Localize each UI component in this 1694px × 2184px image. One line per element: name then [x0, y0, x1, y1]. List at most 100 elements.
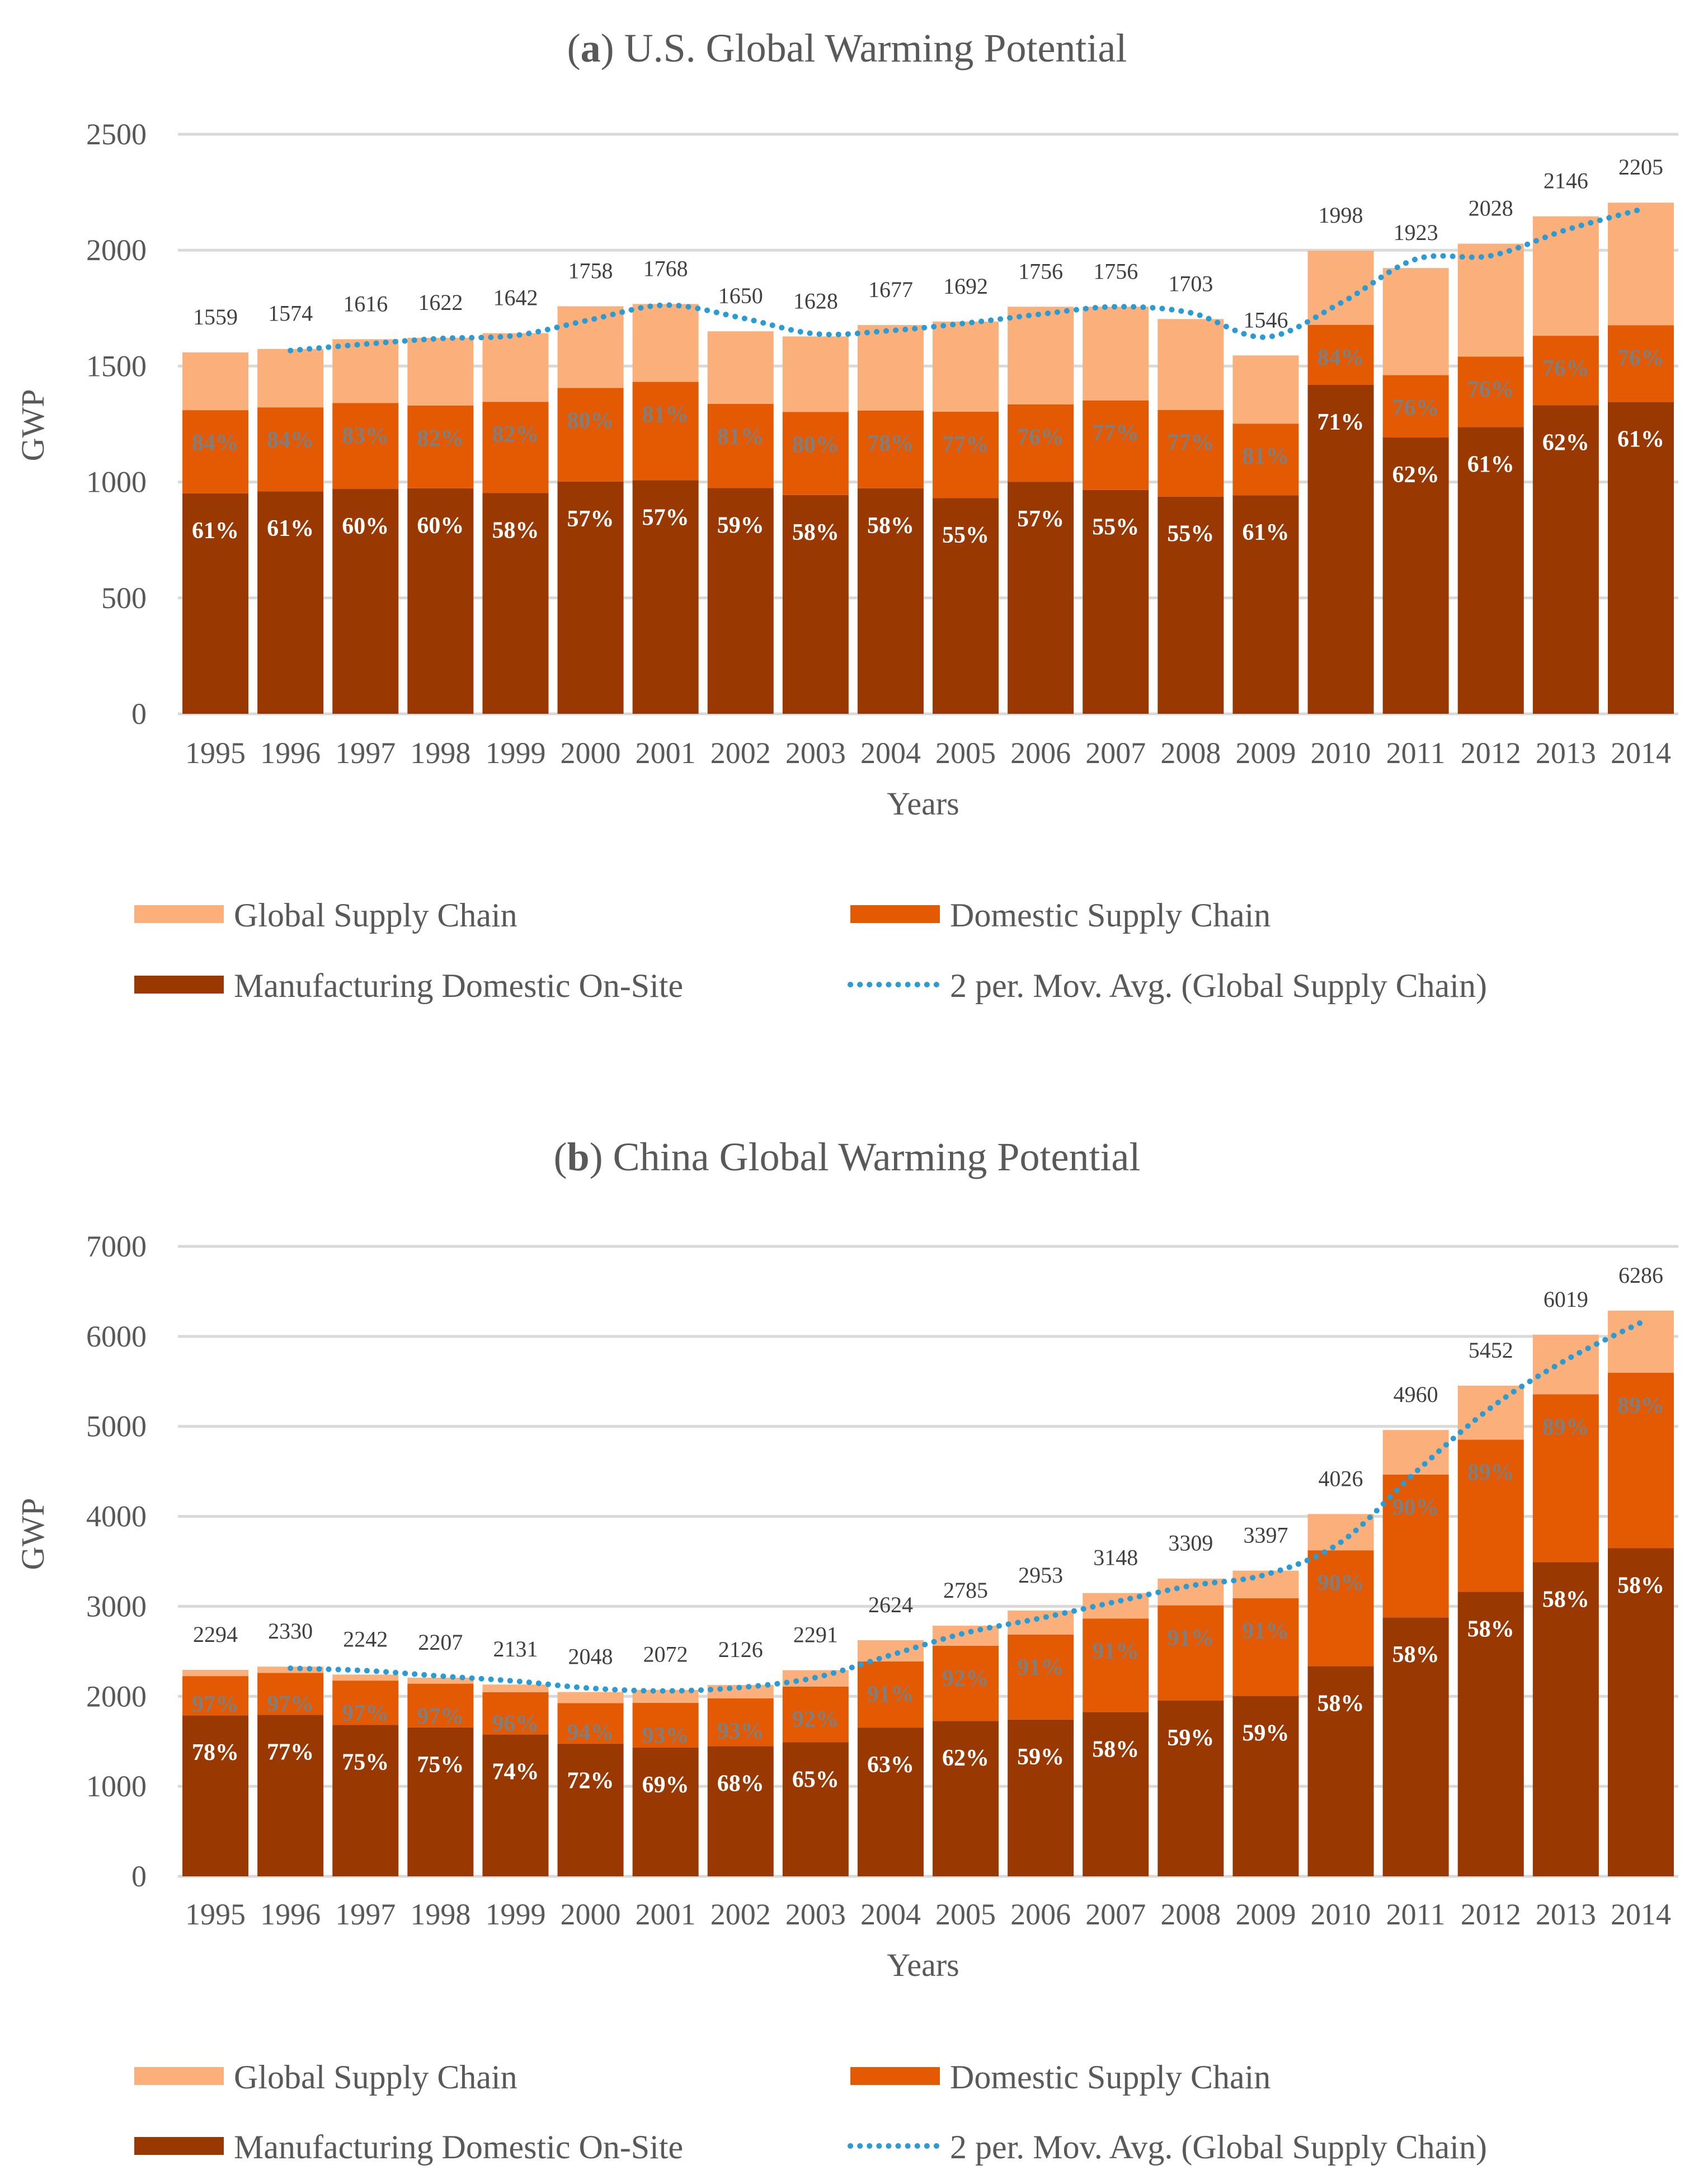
total-data-label: 2126	[718, 1637, 763, 1662]
bar-global	[257, 349, 324, 408]
bar-global	[1232, 355, 1299, 424]
bar-domestic	[257, 407, 324, 492]
bar-domestic	[1457, 1439, 1524, 1592]
bar-global	[632, 304, 699, 382]
onsite-share-label: 72%	[567, 1768, 614, 1794]
total-data-label: 1756	[1093, 258, 1138, 284]
total-data-label: 4960	[1394, 1382, 1438, 1407]
x-tick-label: 2012	[1461, 1898, 1521, 1931]
bar-domestic	[1157, 1605, 1224, 1701]
legend-swatch-global	[134, 2067, 224, 2085]
bar-domestic	[707, 1698, 774, 1747]
domestic-share-label: 96%	[492, 1711, 539, 1736]
x-tick-label: 2005	[935, 736, 996, 770]
domestic-share-label: 89%	[1467, 1460, 1514, 1486]
onsite-share-label: 59%	[1017, 1744, 1064, 1770]
bar-domestic	[1232, 1598, 1299, 1696]
total-data-label: 1768	[643, 256, 688, 281]
moving-average-line	[288, 1320, 1644, 1694]
bar-domestic	[707, 403, 774, 488]
x-tick-label: 2000	[561, 736, 621, 770]
bar-onsite	[182, 493, 249, 714]
onsite-share-label: 62%	[1542, 430, 1589, 455]
bar-onsite	[857, 488, 924, 714]
onsite-share-label: 61%	[1242, 520, 1289, 545]
total-data-label: 2146	[1544, 168, 1588, 194]
bar-onsite	[632, 480, 699, 714]
domestic-share-label: 76%	[1617, 345, 1664, 371]
x-tick-label: 2002	[710, 736, 771, 770]
bar-domestic	[1008, 1634, 1074, 1720]
bar-global	[332, 1674, 399, 1681]
x-axis-label: Years	[887, 1947, 959, 1983]
onsite-share-label: 77%	[267, 1739, 314, 1765]
china-gwp-chart-panel: (b) China Global Warming Potential 0 1000…	[0, 1092, 1694, 2184]
bar-domestic	[1457, 356, 1524, 427]
total-data-label: 2330	[268, 1618, 313, 1644]
legend-label-domestic: Domestic Supply Chain	[950, 897, 1270, 934]
total-data-label: 2624	[868, 1592, 913, 1617]
y-tick-label: 2500	[86, 117, 147, 151]
legend-swatch-onsite	[134, 2137, 224, 2155]
x-tick-label: 2007	[1085, 1898, 1146, 1931]
onsite-share-label: 59%	[717, 512, 764, 538]
onsite-share-label: 58%	[1617, 1573, 1664, 1599]
bar-onsite	[782, 495, 849, 714]
domestic-share-label: 76%	[1542, 356, 1589, 382]
legend-swatch-domestic	[850, 905, 940, 923]
x-tick-label: 1999	[485, 1898, 545, 1931]
total-data-label: 1756	[1018, 258, 1063, 284]
legend-label-global: Global Supply Chain	[234, 897, 517, 934]
bar-domestic	[857, 410, 924, 488]
onsite-share-label: 59%	[1167, 1725, 1214, 1751]
bar-domestic	[1157, 410, 1224, 497]
bar-onsite	[1008, 1719, 1074, 1876]
legend-label-movavg: 2 per. Mov. Avg. (Global Supply Chain)	[950, 2129, 1487, 2166]
bar-onsite	[1457, 427, 1524, 714]
onsite-share-label: 61%	[1467, 451, 1514, 477]
bar-global	[557, 306, 624, 388]
bar-onsite	[407, 488, 474, 714]
onsite-share-label: 55%	[1167, 521, 1214, 547]
bar-global	[1607, 203, 1674, 326]
bar-global	[182, 1669, 249, 1677]
y-tick-label: 6000	[86, 1320, 147, 1353]
x-tick-label: 1998	[410, 1898, 470, 1931]
bar-onsite	[332, 489, 399, 714]
bar-global	[482, 333, 549, 402]
domestic-share-label: 76%	[1017, 425, 1064, 450]
chart-title: (b) China Global Warming Potential	[554, 1135, 1141, 1179]
bar-onsite	[1157, 1701, 1224, 1876]
total-data-label: 1923	[1394, 220, 1438, 245]
bar-onsite	[1532, 405, 1599, 714]
bar-global	[1532, 1334, 1599, 1395]
bar-onsite	[182, 1715, 249, 1876]
y-tick-label: 3000	[86, 1589, 147, 1623]
bar-domestic	[1382, 375, 1449, 438]
bar-onsite	[1457, 1592, 1524, 1876]
x-axis-label: Years	[887, 785, 959, 822]
x-tick-label: 2003	[785, 1898, 846, 1931]
domestic-share-label: 97%	[267, 1691, 314, 1717]
x-tick-label: 1995	[185, 736, 246, 770]
domestic-share-label: 93%	[642, 1723, 689, 1749]
domestic-share-label: 89%	[1542, 1414, 1589, 1440]
y-tick-label: 0	[131, 1860, 147, 1893]
domestic-share-label: 94%	[567, 1720, 614, 1746]
bar-onsite	[1607, 1548, 1674, 1876]
bar-onsite	[933, 498, 999, 714]
total-data-label: 2072	[643, 1642, 688, 1667]
x-tick-label: 1999	[485, 736, 545, 770]
total-data-label: 6286	[1618, 1263, 1663, 1288]
domestic-share-label: 78%	[867, 431, 914, 456]
bar-onsite	[782, 1742, 849, 1876]
bar-onsite	[1307, 384, 1374, 714]
total-data-label: 2242	[343, 1626, 388, 1651]
bar-onsite	[482, 1734, 549, 1876]
domestic-share-label: 81%	[717, 424, 764, 450]
total-data-label: 1616	[343, 291, 388, 316]
onsite-share-label: 71%	[1317, 410, 1364, 435]
bar-onsite	[1232, 495, 1299, 714]
onsite-share-label: 55%	[1092, 515, 1139, 540]
bar-global	[782, 336, 849, 412]
